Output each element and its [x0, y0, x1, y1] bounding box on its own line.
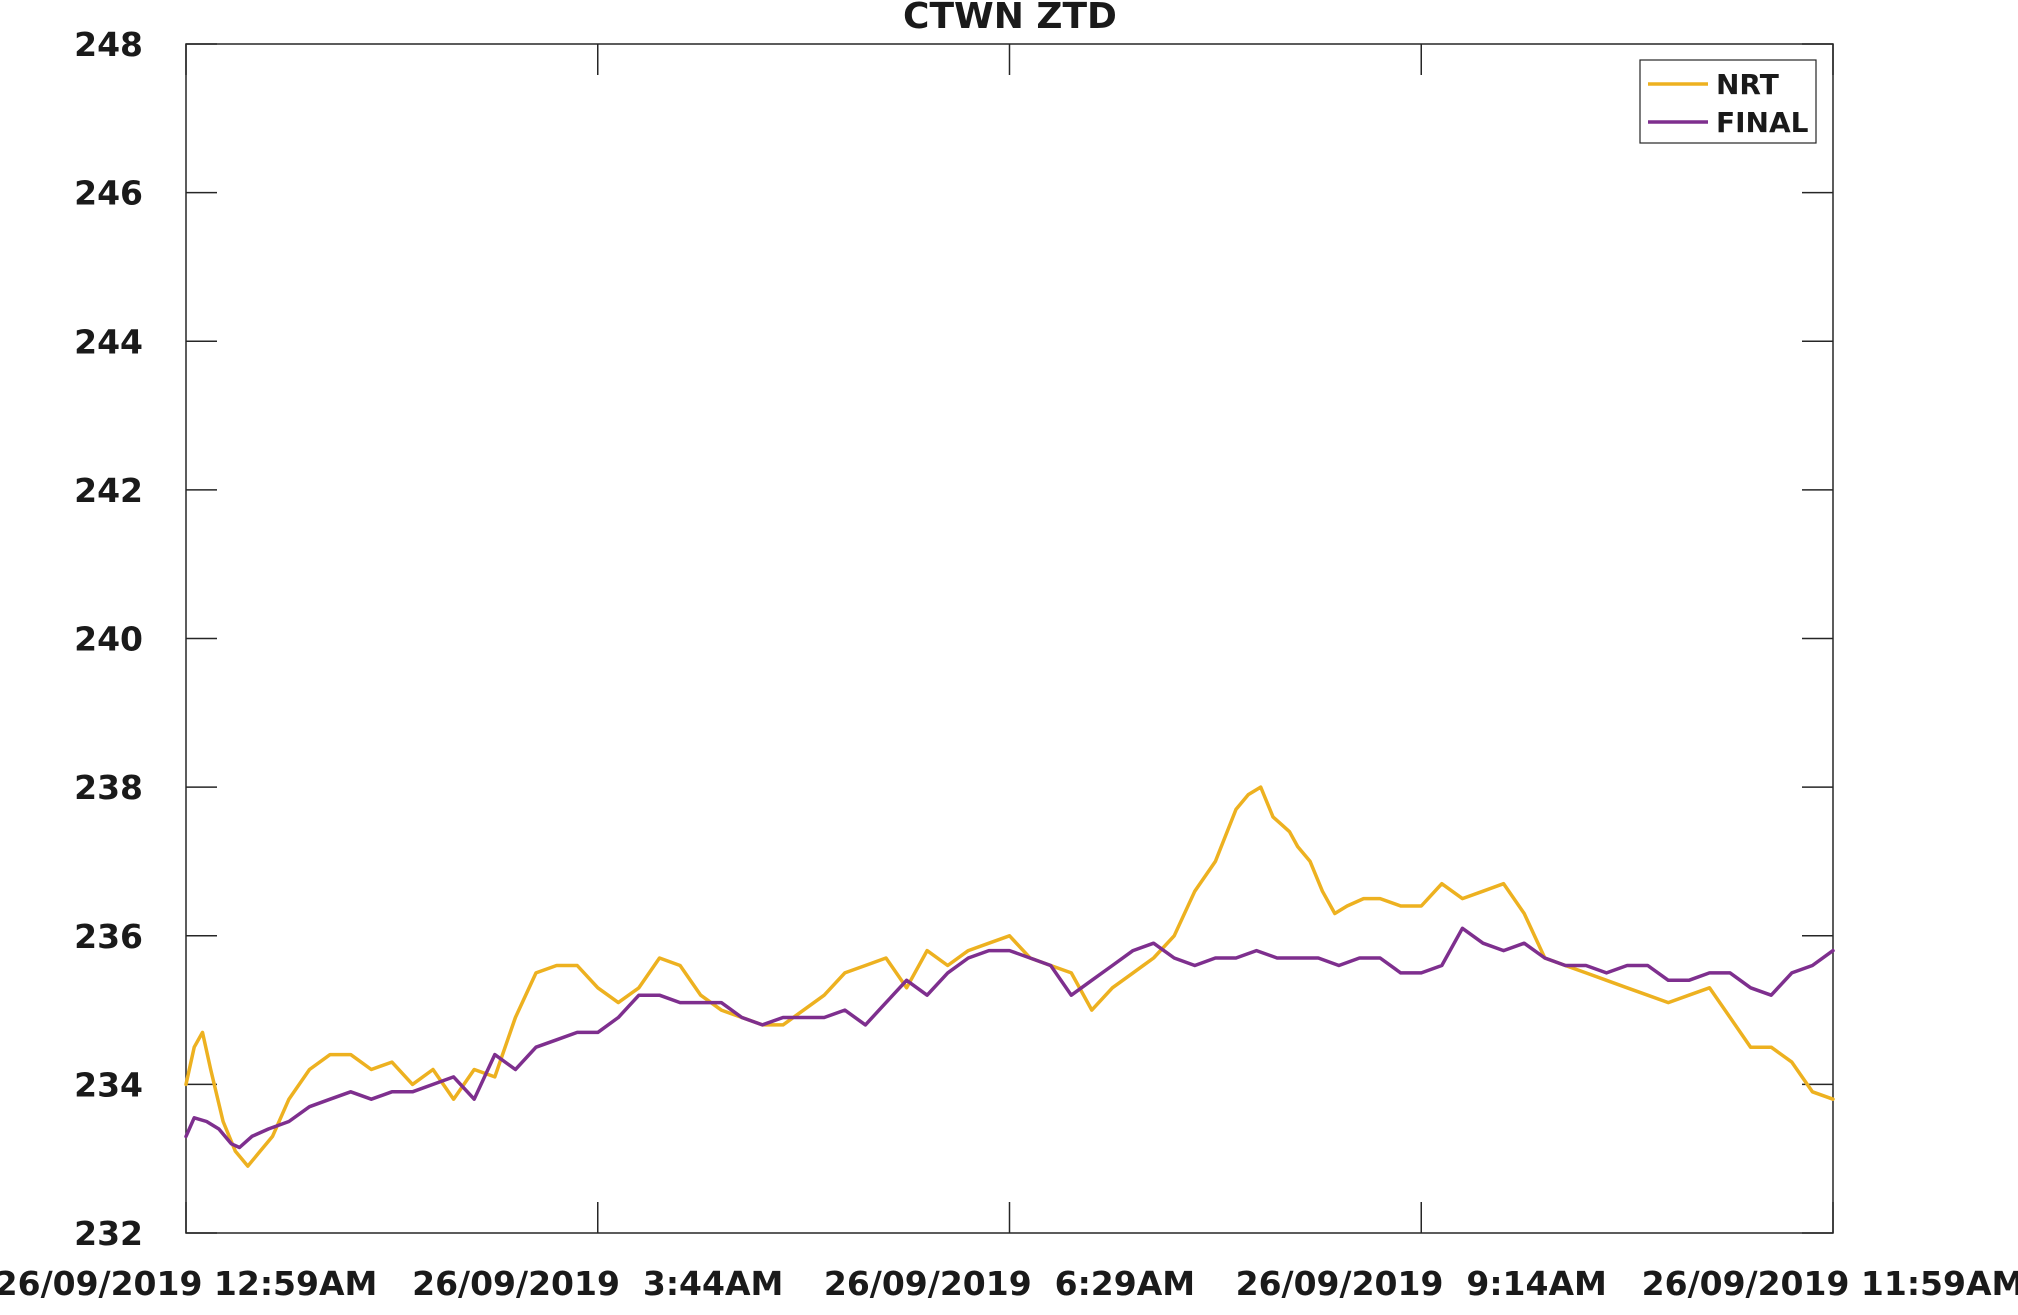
- x-tick-label: 26/09/2019 12:59AM: [0, 1264, 377, 1303]
- legend: NRT FINAL: [1639, 59, 1817, 144]
- x-tick-label: 26/09/2019 11:59AM: [1642, 1264, 2018, 1303]
- series-line-nrt: [184, 785, 1835, 1168]
- y-tick-label: 238: [74, 768, 143, 807]
- legend-label-final: FINAL: [1716, 106, 1809, 139]
- y-tick-label: 248: [74, 25, 143, 64]
- x-tick-label: 26/09/2019 3:44AM: [412, 1264, 783, 1303]
- y-tick-label: 246: [74, 174, 143, 213]
- axes: 232 234 236 238 240 242 244 246 248 26/09/2019 12…: [0, 25, 2018, 1303]
- legend-label-nrt: NRT: [1716, 68, 1779, 101]
- y-tick-label: 240: [74, 620, 143, 659]
- x-tick-label: 26/09/2019 9:14AM: [1236, 1264, 1607, 1303]
- y-tick-label: 242: [74, 471, 143, 510]
- x-tick-label: 26/09/2019 6:29AM: [824, 1264, 1195, 1303]
- y-tick-label: 234: [74, 1065, 143, 1104]
- y-tick-label: 236: [74, 917, 143, 956]
- chart-title: CTWN ZTD: [903, 0, 1117, 37]
- series-line-final: [184, 926, 1835, 1150]
- legend-box: [1639, 59, 1817, 144]
- y-tick-label: 244: [74, 322, 143, 361]
- series-lines: [184, 785, 1835, 1168]
- y-tick-label: 232: [74, 1214, 143, 1253]
